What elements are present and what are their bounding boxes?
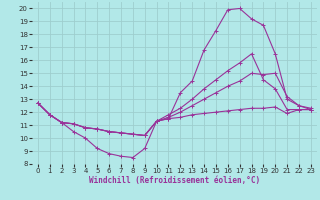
X-axis label: Windchill (Refroidissement éolien,°C): Windchill (Refroidissement éolien,°C) xyxy=(89,176,260,185)
